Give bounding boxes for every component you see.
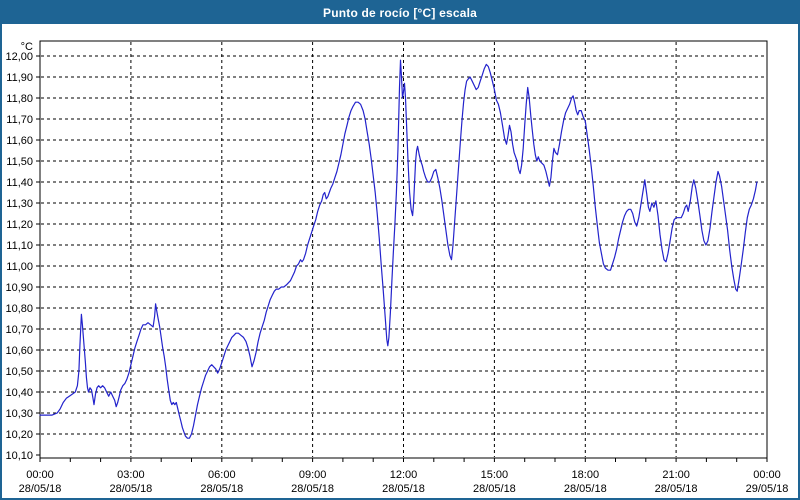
window-title: Punto de rocío [°C] escala bbox=[322, 6, 478, 20]
x-tick-date-label: 28/05/18 bbox=[655, 483, 698, 495]
h-gridlines bbox=[41, 55, 766, 435]
y-tick-label: 11,20 bbox=[6, 219, 33, 231]
y-tick-label: 11,00 bbox=[6, 261, 33, 273]
dewpoint-line bbox=[39, 59, 758, 439]
x-tick-date-label: 28/05/18 bbox=[382, 483, 425, 495]
y-tick-label: 11,70 bbox=[6, 114, 33, 126]
chart-area: 12,00 11,90 11,80 11,70 11,60 11,50 11,40 11,30… bbox=[2, 24, 798, 498]
window-titlebar[interactable]: Punto de rocío [°C] escala bbox=[2, 2, 798, 24]
x-tick-time-label: 00:00 bbox=[26, 469, 54, 481]
y-tick-label: 12,00 bbox=[5, 51, 33, 63]
y-tick-label: 10,90 bbox=[5, 282, 33, 294]
y-tick-label: 11,60 bbox=[6, 135, 33, 147]
x-tick-date-label: 28/05/18 bbox=[291, 483, 334, 495]
x-tick-date-label: 29/05/18 bbox=[746, 483, 789, 495]
x-tick-time-label: 09:00 bbox=[299, 469, 327, 481]
y-tick-label: 11,10 bbox=[6, 240, 33, 252]
axis-ticks bbox=[36, 55, 768, 462]
y-tick-label: 10,50 bbox=[5, 366, 33, 378]
y-tick-label: 11,90 bbox=[6, 72, 33, 84]
x-tick-time-label: 00:00 bbox=[753, 469, 781, 481]
x-tick-time-label: 21:00 bbox=[662, 469, 690, 481]
y-tick-label: 10,40 bbox=[5, 387, 33, 399]
y-tick-label: 10,70 bbox=[5, 324, 33, 336]
y-axis-unit-label: °C bbox=[21, 41, 33, 53]
y-tick-label: 11,30 bbox=[6, 198, 33, 210]
v-gridlines bbox=[130, 42, 677, 457]
y-tick-label: 10,60 bbox=[5, 345, 33, 357]
x-tick-time-label: 18:00 bbox=[572, 469, 600, 481]
y-tick-label: 10,20 bbox=[5, 429, 33, 441]
y-tick-label: 11,50 bbox=[6, 156, 33, 168]
x-tick-date-label: 28/05/18 bbox=[473, 483, 516, 495]
y-tick-label: 10,80 bbox=[5, 303, 33, 315]
x-tick-date-label: 28/05/18 bbox=[109, 483, 152, 495]
y-tick-label: 11,40 bbox=[6, 177, 33, 189]
y-tick-label: 10,30 bbox=[5, 408, 33, 420]
axis-labels: 12,00 11,90 11,80 11,70 11,60 11,50 11,40 11,30… bbox=[5, 41, 788, 495]
x-tick-time-label: 03:00 bbox=[117, 469, 145, 481]
plot-border bbox=[39, 40, 768, 459]
x-tick-date-label: 28/05/18 bbox=[564, 483, 607, 495]
chart-canvas: 12,00 11,90 11,80 11,70 11,60 11,50 11,40 11,30… bbox=[5, 40, 788, 495]
x-tick-time-label: 15:00 bbox=[481, 469, 509, 481]
x-tick-date-label: 28/05/18 bbox=[200, 483, 243, 495]
y-tick-label: 11,80 bbox=[6, 93, 33, 105]
x-tick-time-label: 06:00 bbox=[208, 469, 236, 481]
x-tick-time-label: 12:00 bbox=[390, 469, 418, 481]
y-tick-label: 10,10 bbox=[5, 450, 33, 462]
x-tick-date-label: 28/05/18 bbox=[19, 483, 62, 495]
